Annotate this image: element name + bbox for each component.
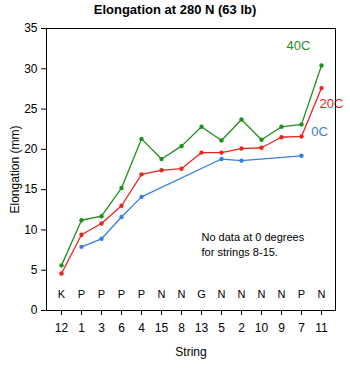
svg-text:5: 5 [218, 321, 225, 335]
svg-text:Elongation (mm): Elongation (mm) [8, 125, 22, 213]
svg-text:15: 15 [24, 182, 38, 196]
svg-text:K: K [58, 288, 66, 300]
svg-text:20C: 20C [320, 96, 344, 111]
svg-text:3: 3 [98, 321, 105, 335]
svg-text:P: P [138, 288, 145, 300]
svg-text:11: 11 [315, 321, 328, 335]
svg-text:P: P [98, 288, 105, 300]
svg-text:0: 0 [31, 303, 38, 317]
svg-text:40C: 40C [287, 38, 311, 53]
svg-text:N: N [258, 288, 266, 300]
svg-text:N: N [318, 288, 326, 300]
svg-text:35: 35 [24, 21, 38, 35]
svg-text:8: 8 [178, 321, 185, 335]
svg-text:P: P [78, 288, 85, 300]
svg-text:N: N [218, 288, 226, 300]
svg-text:10: 10 [255, 321, 269, 335]
svg-text:25: 25 [24, 102, 38, 116]
svg-text:1: 1 [78, 321, 85, 335]
svg-text:String: String [175, 345, 206, 359]
svg-text:N: N [238, 288, 246, 300]
svg-text:15: 15 [155, 321, 169, 335]
svg-text:5: 5 [31, 263, 38, 277]
html-text:Elongation at 280 N (63 lb): Elongation at 280 N (63 lb) [93, 2, 257, 17]
svg-text:13: 13 [195, 321, 209, 335]
svg-text:N: N [278, 288, 286, 300]
svg-text:6: 6 [118, 321, 125, 335]
svg-text:2: 2 [238, 321, 245, 335]
svg-text:7: 7 [298, 321, 305, 335]
svg-text:10: 10 [24, 223, 38, 237]
svg-text:20: 20 [24, 142, 38, 156]
svg-text:G: G [197, 288, 206, 300]
svg-text:P: P [118, 288, 125, 300]
svg-text:P: P [298, 288, 305, 300]
svg-text:No data at 0 degreesfor string: No data at 0 degreesfor strings 8-15. [202, 231, 305, 258]
svg-text:N: N [178, 288, 186, 300]
svg-text:4: 4 [138, 321, 145, 335]
svg-text:30: 30 [24, 62, 38, 76]
svg-text:0C: 0C [311, 124, 328, 139]
svg-text:9: 9 [278, 321, 285, 335]
svg-text:N: N [158, 288, 166, 300]
svg-text:12: 12 [55, 321, 69, 335]
